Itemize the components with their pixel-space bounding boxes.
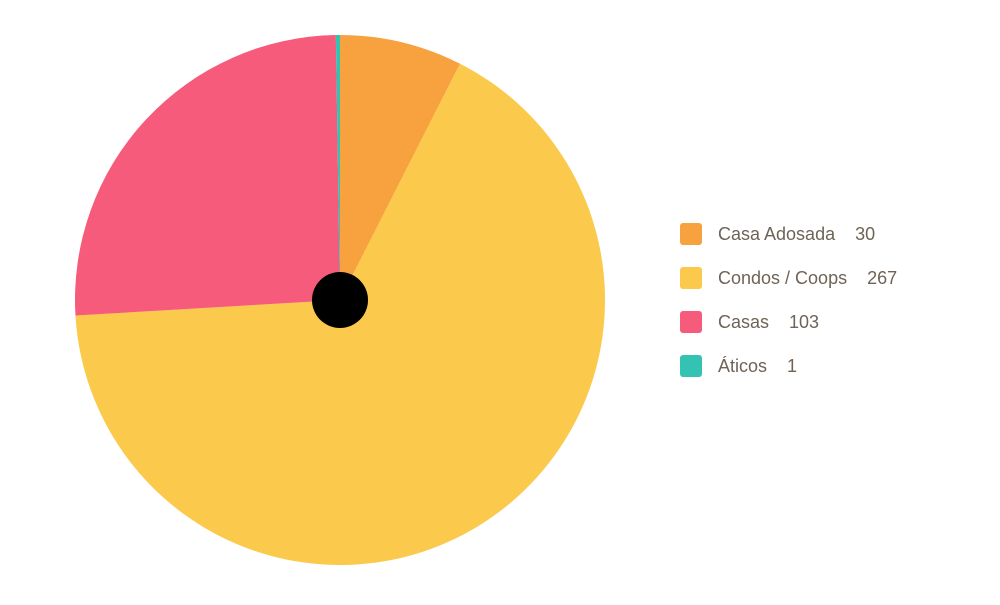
legend-label: Casas 103	[718, 312, 819, 333]
legend: Casa Adosada 30 Condos / Coops 267 Casas 1…	[680, 0, 897, 600]
pie-svg	[0, 0, 640, 600]
legend-label: Condos / Coops 267	[718, 268, 897, 289]
pie-hole	[312, 272, 368, 328]
legend-swatch	[680, 355, 702, 377]
legend-swatch	[680, 311, 702, 333]
legend-item: Áticos 1	[680, 355, 897, 377]
legend-item: Casas 103	[680, 311, 897, 333]
pie-slice	[75, 35, 340, 316]
chart-container: Casa Adosada 30 Condos / Coops 267 Casas 1…	[0, 0, 1000, 600]
legend-label: Áticos 1	[718, 356, 797, 377]
legend-item: Casa Adosada 30	[680, 223, 897, 245]
legend-item: Condos / Coops 267	[680, 267, 897, 289]
legend-label: Casa Adosada 30	[718, 224, 875, 245]
pie-chart	[0, 0, 640, 600]
legend-swatch	[680, 267, 702, 289]
legend-swatch	[680, 223, 702, 245]
